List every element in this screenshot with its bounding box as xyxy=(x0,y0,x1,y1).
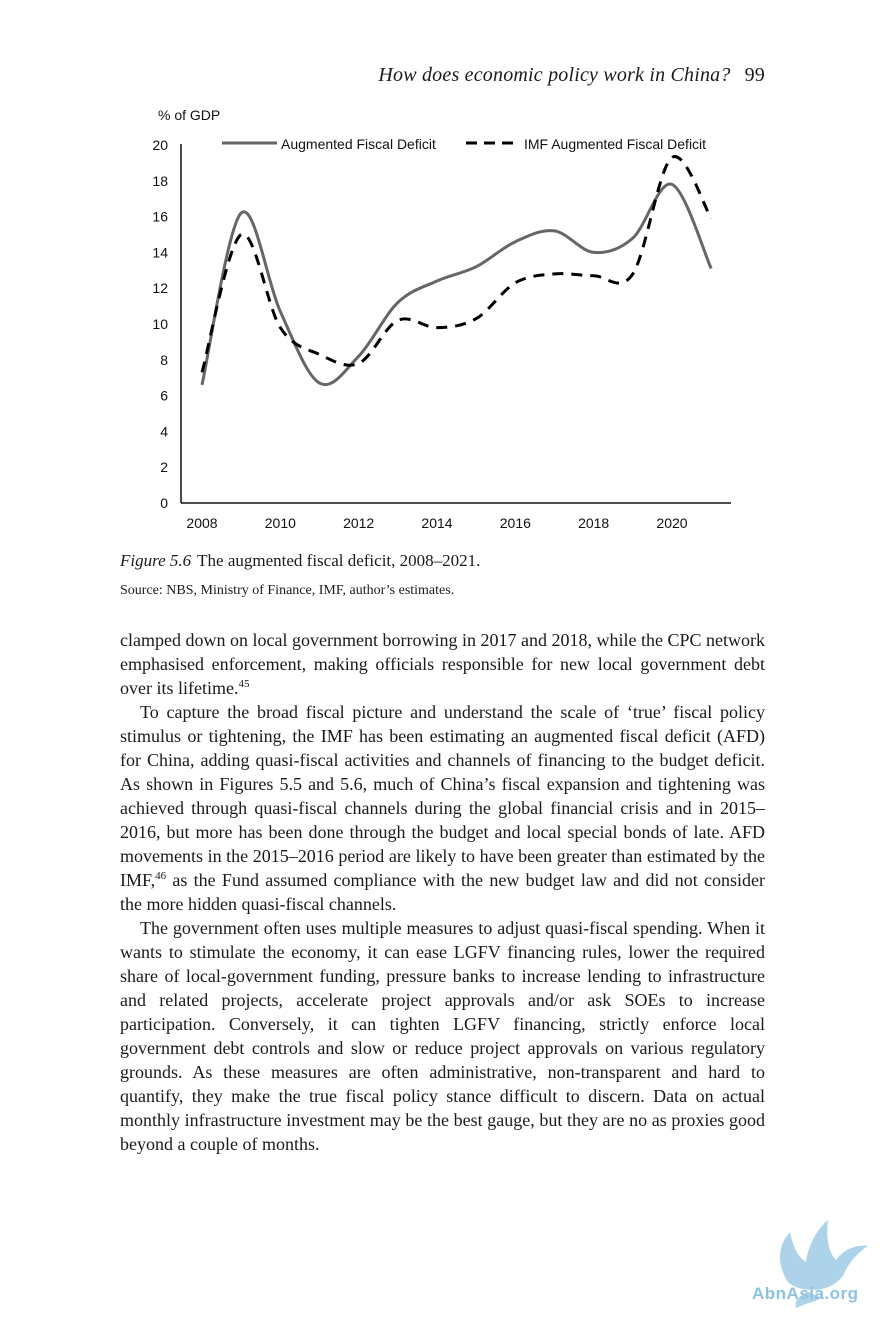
legend-label-imf-augmented-fiscal-deficit: IMF Augmented Fiscal Deficit xyxy=(524,136,706,152)
y-axis-label: % of GDP xyxy=(158,107,220,123)
y-tick-label: 18 xyxy=(152,173,168,189)
x-tick-label: 2016 xyxy=(500,515,531,531)
y-tick-label: 2 xyxy=(160,459,168,475)
figure-label: Figure 5.6 xyxy=(120,551,192,570)
watermark-text: AbnAsia.org xyxy=(752,1284,859,1303)
figure-caption: Figure 5.6 The augmented fiscal deficit, … xyxy=(120,551,480,571)
paragraph-text: as the Fund assumed compliance with the … xyxy=(120,870,765,914)
y-tick-label: 6 xyxy=(160,388,168,404)
paragraph-text: The government often uses multiple measu… xyxy=(120,918,765,1154)
x-tick-label: 2020 xyxy=(656,515,687,531)
x-tick-label: 2012 xyxy=(343,515,374,531)
page-number: 99 xyxy=(744,64,765,86)
paragraph-text: clamped down on local government borrowi… xyxy=(120,630,765,698)
y-tick-label: 12 xyxy=(152,280,168,296)
y-tick-label: 14 xyxy=(152,244,168,260)
figure-caption-text: The augmented fiscal deficit, 2008–2021. xyxy=(197,551,481,570)
y-tick-label: 0 xyxy=(160,495,168,511)
paragraph-3: The government often uses multiple measu… xyxy=(120,916,765,1156)
x-tick-label: 2008 xyxy=(186,515,217,531)
y-tick-label: 16 xyxy=(152,209,168,225)
series-line-augmented-fiscal-deficit xyxy=(200,182,713,387)
x-tick-label: 2014 xyxy=(421,515,452,531)
running-head-title: How does economic policy work in China? xyxy=(378,64,731,86)
x-tick-label: 2018 xyxy=(578,515,609,531)
paragraph-1: clamped down on local government borrowi… xyxy=(120,628,765,700)
figure-source: Source: NBS, Ministry of Finance, IMF, a… xyxy=(120,583,455,598)
y-tick-label: 20 xyxy=(152,137,168,153)
paragraph-text: To capture the broad fiscal picture and … xyxy=(120,702,765,890)
legend-label-augmented-fiscal-deficit: Augmented Fiscal Deficit xyxy=(281,136,436,152)
y-tick-label: 10 xyxy=(152,316,168,332)
series-line-imf-augmented-fiscal-deficit xyxy=(200,155,713,373)
y-tick-label: 4 xyxy=(160,423,168,439)
footnote-ref: 46 xyxy=(155,870,167,882)
paragraph-2: To capture the broad fiscal picture and … xyxy=(120,700,765,916)
body-text: clamped down on local government borrowi… xyxy=(120,628,765,1156)
y-tick-label: 8 xyxy=(160,352,168,368)
running-head: How does economic policy work in China? 9… xyxy=(378,64,765,87)
x-tick-label: 2010 xyxy=(265,515,296,531)
phoenix-bird-logo xyxy=(780,1220,868,1308)
footnote-ref: 45 xyxy=(238,678,250,690)
fiscal-deficit-chart: % of GDP 0 2 4 6 8 10 12 14 16 18 20 2008 2010 2012 2… xyxy=(152,107,731,531)
legend: Augmented Fiscal Deficit IMF Augmented F… xyxy=(222,136,706,152)
